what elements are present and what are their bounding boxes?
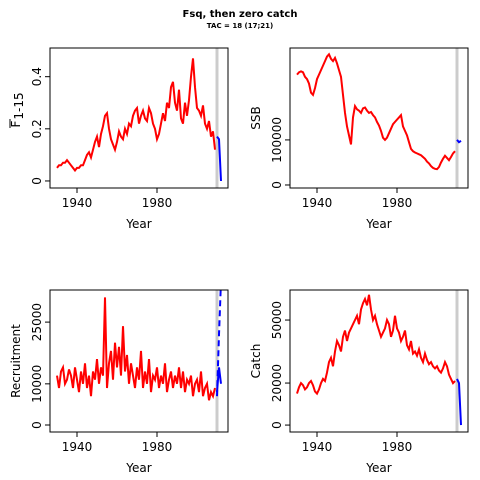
y-axis-label: Recruitment: [9, 324, 23, 398]
x-tick-label: 1980: [142, 440, 173, 454]
y-tick-label: 0: [270, 181, 284, 189]
x-axis-label: Year: [365, 217, 391, 231]
plot-frame: [49, 47, 229, 189]
data-line: [216, 290, 222, 397]
y-axis-label-sub: 1-15: [12, 92, 26, 119]
y-axis-label: SSB: [249, 106, 263, 129]
x-axis-label: Year: [365, 461, 391, 475]
data-line: [56, 58, 216, 173]
y-tick-label: 0.4: [30, 67, 44, 86]
y-tick-label: 0: [270, 421, 284, 429]
plot-frame: [289, 47, 469, 189]
y-tick-label: 20000: [270, 364, 284, 402]
x-axis-label: Year: [125, 217, 151, 231]
chart-title: Fsq, then zero catch: [183, 9, 298, 20]
plot-frame: [49, 289, 229, 433]
x-tick-label: 1940: [302, 196, 333, 210]
x-tick-label: 1940: [62, 196, 93, 210]
y-tick-label: 100000: [270, 117, 284, 163]
data-line: [456, 378, 462, 426]
plot-frame: [289, 289, 469, 433]
y-tick-label: 25000: [30, 303, 44, 341]
y-axis-label: Catch: [249, 344, 263, 379]
chart-subtitle: TAC = 18 (17;21): [207, 22, 273, 30]
y-tick-label: 0: [30, 177, 44, 185]
y-tick-label: 0.2: [30, 119, 44, 138]
x-tick-label: 1940: [302, 440, 333, 454]
y-tick-label: 0: [30, 421, 44, 429]
x-tick-label: 1980: [382, 196, 413, 210]
x-tick-label: 1980: [382, 440, 413, 454]
x-tick-label: 1940: [62, 440, 93, 454]
data-line: [456, 139, 462, 144]
data-line: [296, 294, 456, 396]
data-line: [56, 297, 216, 401]
y-axis-label: F: [9, 120, 23, 127]
data-line: [216, 135, 222, 182]
y-tick-label: 10000: [30, 365, 44, 403]
x-tick-label: 1980: [142, 196, 173, 210]
x-axis-label: Year: [125, 461, 151, 475]
y-tick-label: 50000: [270, 301, 284, 339]
data-line: [296, 52, 456, 171]
